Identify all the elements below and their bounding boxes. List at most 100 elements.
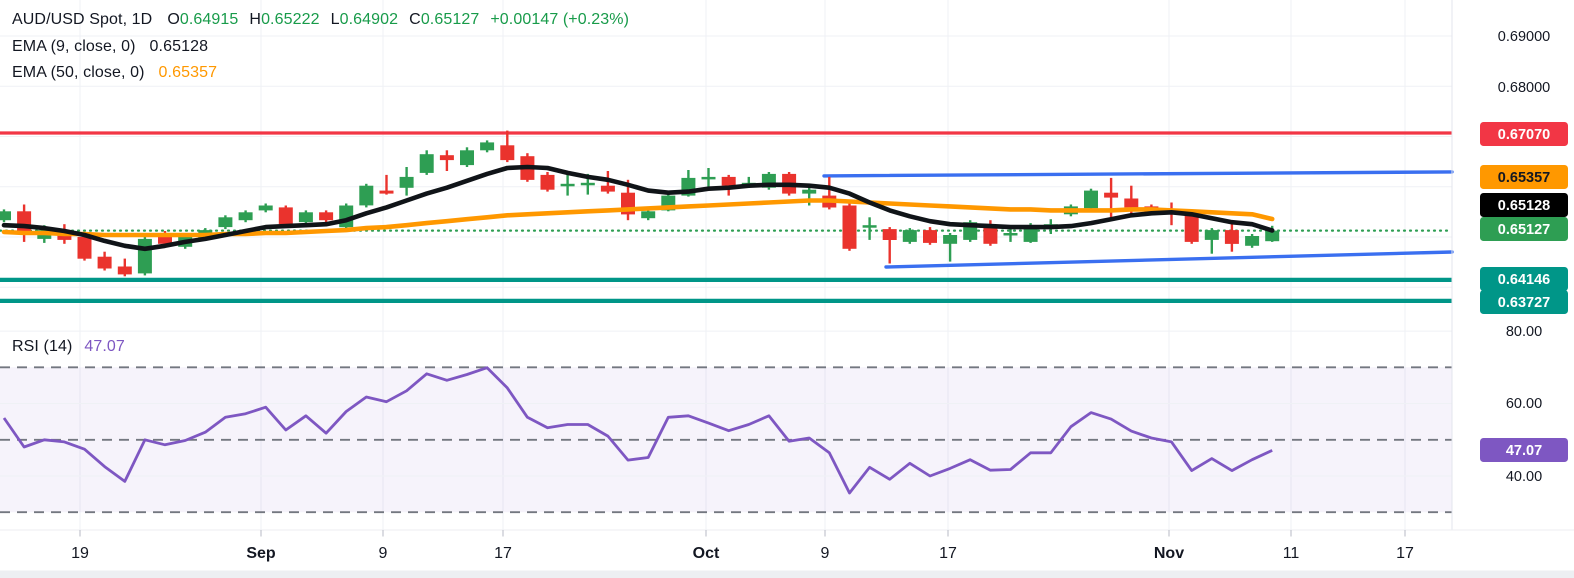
candle-down <box>319 210 334 223</box>
candle-down <box>600 171 615 194</box>
candle-body <box>1224 230 1239 244</box>
candle-up <box>560 174 575 196</box>
price-badge-bg <box>1480 290 1568 314</box>
candle-body <box>1245 236 1260 246</box>
price-badge-text: 0.65357 <box>1498 170 1550 186</box>
price-badge-text: 0.65127 <box>1498 222 1550 238</box>
price-badge-text: 0.65128 <box>1498 198 1550 214</box>
price-axis-badge: 0.67070 <box>1480 122 1568 146</box>
price-axis-badge: 0.63727 <box>1480 290 1568 314</box>
candle-up <box>258 203 273 213</box>
ema50-line[interactable] <box>1 198 1275 238</box>
price-scale[interactable]: 0.69000 0.68000 80.00 60.00 40.00 0.67070 0.65… <box>1480 29 1568 485</box>
candle-body <box>802 189 817 194</box>
candle-up <box>1245 234 1260 248</box>
window-bottom-edge <box>0 570 1574 578</box>
candle-body <box>902 230 917 242</box>
candle-body <box>641 211 656 219</box>
price-axis-badge: 0.64146 <box>1480 267 1568 291</box>
candle-body <box>379 190 394 194</box>
candle-body <box>500 145 515 161</box>
candle-body <box>1003 233 1018 236</box>
candle-body <box>97 256 112 269</box>
candle-body <box>399 176 414 188</box>
candle-up <box>0 209 11 223</box>
candle-down <box>77 233 92 261</box>
candle-body <box>923 230 937 243</box>
candle-down <box>1184 211 1199 244</box>
price-badge-text: 0.63727 <box>1498 295 1550 311</box>
price-axis-label: 60.00 <box>1506 396 1542 412</box>
candle-body <box>842 205 857 249</box>
rsi-line[interactable] <box>2 366 1273 495</box>
price-badge-text: 0.67070 <box>1498 127 1550 143</box>
candle-up <box>137 237 152 276</box>
time-axis-label: Oct <box>693 545 720 562</box>
time-axis-label: 17 <box>1396 545 1414 562</box>
time-axis-label: 19 <box>71 545 89 562</box>
time-axis-label: Nov <box>1154 545 1184 562</box>
candle-up <box>359 183 374 208</box>
price-axis-label: 0.68000 <box>1498 80 1550 96</box>
candle-up <box>298 210 313 225</box>
candle-down <box>1124 185 1139 218</box>
price-axis-label: 80.00 <box>1506 324 1542 340</box>
candle-body <box>319 212 334 221</box>
candle-down <box>721 174 736 196</box>
candle-down <box>500 130 515 163</box>
price-axis-badge: 0.65127 <box>1480 217 1568 241</box>
candle-body <box>600 185 615 192</box>
candle-body <box>137 238 152 274</box>
candle-down <box>278 205 293 227</box>
time-axis-label: 9 <box>379 545 388 562</box>
candle-body <box>701 176 716 180</box>
candle-down <box>379 174 394 195</box>
candle-body <box>218 217 233 228</box>
candle-down <box>117 258 132 277</box>
candle-up <box>218 215 233 230</box>
candle-down <box>540 172 555 192</box>
candle-down <box>842 203 857 251</box>
candle-body <box>943 235 958 244</box>
time-axis-label: 11 <box>1283 545 1300 562</box>
price-badge-bg <box>1480 217 1568 241</box>
trendline-lower[interactable] <box>884 250 1454 269</box>
candle-body <box>1084 190 1098 209</box>
time-scale[interactable]: 19 Sep 9 17 Oct 9 17 Nov 11 17 <box>71 530 1414 562</box>
rsi-band <box>0 367 1452 513</box>
candle-down <box>439 150 454 171</box>
candle-body <box>1265 230 1280 242</box>
candle-up <box>480 140 495 153</box>
candle-up <box>1204 228 1219 254</box>
price-axis-label: 0.69000 <box>1498 29 1550 45</box>
candle-body <box>278 207 293 225</box>
candle-up <box>460 147 474 167</box>
candle-down <box>882 227 897 264</box>
ema9-line[interactable] <box>1 164 1275 252</box>
candle-body <box>359 185 374 206</box>
candle-up <box>419 150 434 175</box>
candle-up <box>902 228 917 244</box>
candle-body <box>460 150 474 166</box>
candle-body <box>862 225 877 228</box>
time-axis-label: 9 <box>821 545 830 562</box>
candle-up <box>641 209 656 221</box>
candle-up <box>943 233 958 262</box>
price-axis-badge: 47.07 <box>1480 438 1568 462</box>
candle-body <box>1204 230 1219 240</box>
candle-body <box>77 237 92 259</box>
candle-body <box>117 266 132 275</box>
candle-down <box>923 227 937 245</box>
trendline-upper[interactable] <box>822 170 1454 178</box>
candle-body <box>1184 213 1199 242</box>
candle-body <box>983 227 998 244</box>
price-badge-bg <box>1480 267 1568 291</box>
candle-body <box>580 182 595 186</box>
price-axis-badge: 0.65357 <box>1480 165 1568 189</box>
price-axis-badge: 0.65128 <box>1480 193 1568 217</box>
candle-body <box>439 155 454 161</box>
candle-up <box>862 217 877 240</box>
